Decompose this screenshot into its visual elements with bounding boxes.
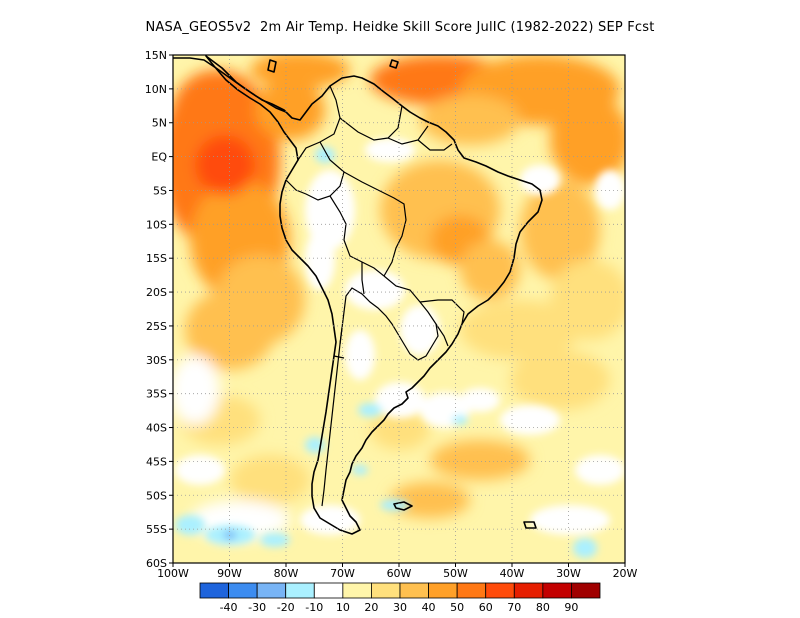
colorbar-swatch: [456, 582, 487, 599]
colorbar: [199, 582, 601, 599]
lat-tick-label: 60S: [146, 557, 167, 570]
lat-tick-label: 5N: [152, 117, 167, 130]
colorbar-swatch: [399, 582, 429, 599]
country-borders: [285, 85, 465, 507]
map-title: NASA_GEOS5v2 2m Air Temp. Heidke Skill S…: [145, 20, 655, 35]
lat-tick-label: 30S: [146, 354, 167, 367]
colorbar-swatch: [342, 582, 372, 599]
colorbar-swatch: [313, 582, 344, 599]
colorbar-swatch: [285, 582, 315, 599]
coastline-outline: [173, 55, 543, 535]
colorbar-label: 50: [450, 601, 464, 614]
lat-tick-label: 35S: [146, 388, 167, 401]
lat-tick-label: 20S: [146, 286, 167, 299]
colorbar-label: -30: [248, 601, 266, 614]
lat-tick-label: 40S: [146, 422, 167, 435]
colorbar-label: -10: [305, 601, 323, 614]
lat-tick-label: 15N: [145, 49, 167, 62]
colorbar-swatch: [485, 582, 515, 599]
colorbar-swatch: [428, 582, 458, 599]
lon-tick-label: 100W: [157, 567, 189, 580]
colorbar-swatch: [571, 582, 601, 599]
lat-tick-label: EQ: [151, 151, 167, 164]
colorbar-label: 20: [364, 601, 378, 614]
lat-tick-label: 55S: [146, 523, 167, 536]
colorbar-swatch: [256, 582, 287, 599]
colorbar-label: 60: [479, 601, 493, 614]
colorbar-swatch: [513, 582, 544, 599]
colorbar-label: -20: [277, 601, 295, 614]
colorbar-label: -40: [220, 601, 238, 614]
lon-tick-label: 70W: [330, 567, 355, 580]
colorbar-label: 10: [336, 601, 350, 614]
lat-tick-label: 15S: [146, 252, 167, 265]
map-gridlines: [173, 55, 625, 563]
colorbar-swatch: [542, 582, 572, 599]
lon-tick-label: 60W: [387, 567, 412, 580]
lon-tick-label: 90W: [217, 567, 242, 580]
lat-tick-label: 45S: [146, 455, 167, 468]
colorbar-label: 30: [393, 601, 407, 614]
lat-tick-label: 50S: [146, 489, 167, 502]
lat-tick-label: 5S: [153, 184, 167, 197]
lon-tick-label: 80W: [274, 567, 299, 580]
colorbar-label: 40: [422, 601, 436, 614]
lat-tick-label: 10S: [146, 218, 167, 231]
colorbar-labels: -40 -30 -20 -10 10 20 30 40 50 60 70 80 90: [220, 601, 579, 614]
skill-score-field: [173, 55, 625, 563]
lat-tick-label: 10N: [145, 83, 167, 96]
lon-tick-label: 30W: [556, 567, 581, 580]
colorbar-swatch: [228, 582, 258, 599]
colorbar-label: 80: [536, 601, 550, 614]
colorbar-label: 70: [507, 601, 521, 614]
colorbar-swatch: [371, 582, 401, 599]
colorbar-label: 90: [564, 601, 578, 614]
lon-tick-label: 40W: [500, 567, 525, 580]
colorbar-swatch: [199, 582, 229, 599]
lat-tick-label: 25S: [146, 320, 167, 333]
longitude-labels: 100W 90W 80W 70W 60W 50W 40W 30W 20W: [157, 567, 637, 580]
lon-tick-label: 50W: [443, 567, 468, 580]
latitude-labels: 15N 10N 5N EQ 5S 10S 15S 20S 25S 30S 35S 40S 45S 50S 5…: [145, 49, 168, 570]
lon-tick-label: 20W: [613, 567, 638, 580]
axis-ticks: [169, 54, 626, 567]
